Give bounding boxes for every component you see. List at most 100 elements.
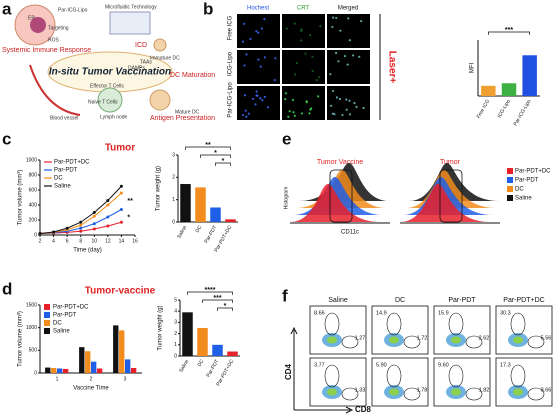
gate-value: 5.56 (541, 335, 552, 341)
cell-dot (333, 113, 336, 116)
bar (180, 184, 191, 222)
legend-swatch (44, 312, 50, 318)
cell-dot (243, 22, 246, 25)
gate (465, 387, 483, 401)
gate (510, 312, 526, 336)
significance-bracket (217, 307, 233, 311)
gate-value: 1.72 (417, 335, 428, 341)
cell-dot (259, 65, 262, 68)
bar (210, 207, 221, 222)
cell-dot (353, 101, 356, 105)
x-tick-label: 3 (124, 376, 127, 382)
x-axis-label: Vaccine Time (73, 386, 109, 392)
cell-dot (335, 96, 338, 99)
bar (57, 368, 63, 373)
x-tick-label: DC (197, 358, 206, 368)
axis-arrow (294, 406, 354, 414)
gate-value: 3.66 (541, 387, 552, 393)
cell-dot (329, 73, 332, 76)
schematic-label: Immature DC (150, 55, 180, 61)
gate (386, 312, 402, 336)
column-header: Hochest (247, 6, 269, 12)
cell-dot (319, 24, 322, 28)
panel-label: f (282, 286, 288, 305)
cell-dot (273, 79, 276, 82)
cluster-core (327, 388, 337, 396)
cluster-core (451, 388, 461, 396)
gate-value: 1.78 (417, 387, 428, 393)
gate (329, 169, 353, 223)
cell-dot (315, 79, 318, 82)
legend-label: Par-PDT+DC (53, 305, 89, 311)
cell-dot (300, 28, 303, 31)
y-axis-label: Tumor weight (g) (158, 305, 164, 350)
cluster-core (327, 336, 337, 344)
data-point (106, 215, 110, 219)
gate (386, 364, 402, 388)
bar (119, 330, 125, 373)
panel-label: a (2, 0, 12, 18)
row-label: ICG-Lipo (228, 51, 234, 76)
y-tick-label: 1 (174, 342, 177, 348)
data-point (106, 203, 110, 207)
legend-swatch (44, 304, 50, 310)
gate (527, 387, 545, 401)
histogram-title: Tumor (440, 159, 461, 166)
gate (341, 387, 359, 401)
data-point (92, 222, 96, 226)
schematic-label: Microfluidic Technology (105, 4, 157, 10)
cell-dot (288, 110, 291, 113)
cell-dot (261, 99, 264, 102)
cell-dot (346, 63, 349, 66)
x-tick-label: DC (195, 224, 204, 234)
schematic-label: Antigen Presentation (150, 115, 215, 122)
significance-bracket (200, 154, 231, 158)
cell-dot (331, 89, 335, 93)
x-tick-label: Par-PDT (203, 225, 218, 245)
cell-dot (295, 61, 299, 65)
y-axis-label: MFI (470, 63, 476, 74)
data-point (119, 184, 123, 188)
bar (113, 325, 119, 373)
gate-value: 17.3 (500, 362, 511, 368)
bar (481, 85, 496, 96)
gate-value: 8.66 (314, 310, 325, 316)
significance-label: **** (205, 287, 216, 294)
gate-value: 9.60 (438, 362, 449, 368)
panel-label: b (203, 0, 213, 18)
cell-dot (309, 34, 312, 37)
cell-dot (343, 54, 347, 58)
cell-dot (251, 97, 255, 100)
cell-dot (348, 113, 352, 116)
schematic-label: Mature DC (175, 109, 200, 115)
bar (62, 368, 69, 373)
bar (51, 368, 57, 373)
schematic-label: Naive T Cells (88, 99, 118, 105)
schematic-label: Targeting (48, 25, 69, 31)
cell-dot (347, 17, 350, 20)
column-header: Par-PDT+DC (503, 297, 544, 304)
data-point (92, 227, 96, 231)
legend-label: DC (54, 176, 63, 182)
column-header: Saline (328, 297, 348, 304)
x-tick-label: 16 (132, 238, 138, 244)
gate (439, 169, 463, 223)
significance-label: * (224, 303, 227, 310)
schematic-label: Effector T Cells (90, 83, 124, 89)
cell-dot (331, 25, 334, 29)
cell-dot (348, 99, 351, 102)
cell-dot (292, 111, 295, 114)
gate-value: 5.90 (376, 362, 387, 368)
cell-dot (243, 94, 247, 97)
bar (130, 368, 137, 373)
x-tick-label: 1 (56, 376, 59, 382)
cell-dot (334, 51, 338, 55)
cell-dot (244, 109, 247, 112)
cell-dot (351, 54, 355, 57)
cell-dot (345, 98, 348, 101)
data-point (92, 214, 96, 218)
data-point (65, 226, 69, 230)
cell-dot (259, 97, 262, 100)
cell-dot (308, 112, 311, 115)
